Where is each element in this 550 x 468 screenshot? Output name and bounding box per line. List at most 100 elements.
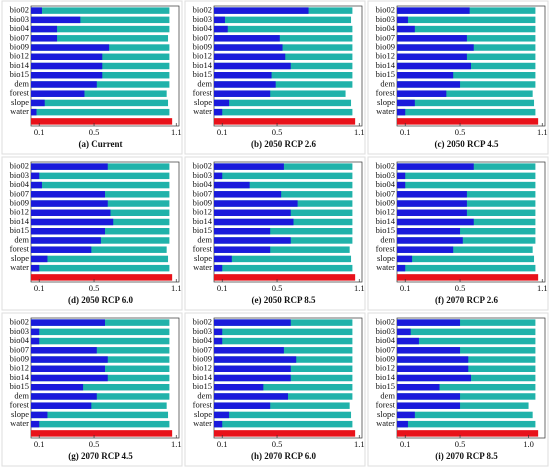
bar — [397, 393, 461, 400]
bar — [397, 319, 536, 326]
bar — [397, 90, 533, 97]
bar — [214, 81, 276, 88]
bar — [397, 356, 469, 363]
bar — [31, 53, 103, 60]
bar — [214, 209, 291, 216]
panel-caption: (d) 2050 RCP 6.0 — [68, 295, 133, 305]
bar — [214, 264, 353, 272]
bar — [214, 218, 294, 226]
y-tick-label: bio14 — [193, 372, 213, 382]
bar — [31, 181, 170, 189]
bar — [214, 237, 291, 244]
bar — [397, 99, 535, 107]
y-tick-label: forest — [376, 400, 396, 410]
y-tick-label: bio14 — [193, 60, 213, 70]
y-tick-label: forest — [193, 244, 213, 254]
x-tick-label: 0.5 — [455, 127, 466, 137]
bar — [31, 35, 169, 42]
bar — [31, 430, 173, 437]
bar — [31, 264, 170, 272]
bar — [397, 108, 406, 116]
bar — [397, 237, 463, 244]
y-tick-label: bio09 — [193, 353, 212, 363]
y-tick-label: forest — [10, 400, 30, 410]
y-tick-label: slope — [377, 409, 395, 419]
bar — [31, 411, 48, 419]
bar — [397, 53, 467, 60]
bar — [397, 62, 471, 70]
bar — [31, 16, 81, 24]
bar — [397, 337, 419, 345]
x-tick-label: 0.5 — [272, 127, 283, 137]
panel-frame — [184, 156, 366, 311]
x-tick-label: 0.1 — [217, 283, 228, 293]
panel-caption: (a) Current — [78, 139, 122, 149]
bar — [397, 319, 461, 326]
bar — [397, 228, 461, 235]
y-tick-label: slope — [11, 253, 29, 263]
bar — [397, 200, 467, 207]
bar — [31, 90, 85, 97]
y-tick-label: water — [10, 262, 29, 272]
y-tick-label: slope — [377, 253, 395, 263]
bar — [397, 264, 406, 272]
bar — [214, 430, 356, 437]
y-tick-label: bio04 — [193, 23, 213, 33]
bar — [214, 228, 353, 235]
bar — [214, 191, 282, 198]
bar — [214, 53, 286, 60]
bar — [397, 108, 536, 116]
panel-caption: (g) 2070 RCP 4.5 — [68, 451, 133, 461]
bar — [397, 347, 461, 354]
bar — [214, 191, 353, 198]
bar — [397, 328, 411, 336]
bar — [214, 328, 223, 336]
y-tick-label: bio07 — [10, 32, 29, 42]
bar — [214, 264, 223, 272]
y-tick-label: bio15 — [193, 225, 212, 235]
y-tick-label: bio09 — [193, 197, 212, 207]
y-tick-label: bio03 — [10, 170, 29, 180]
panel-frame — [367, 156, 549, 311]
x-tick-label: 0.5 — [89, 127, 100, 137]
y-tick-label: forest — [10, 88, 30, 98]
bar — [397, 72, 536, 79]
bar — [31, 72, 103, 79]
panel-caption: (b) 2050 RCP 2.6 — [251, 139, 316, 149]
bar — [214, 393, 288, 400]
bar — [214, 228, 271, 235]
bar — [397, 430, 539, 437]
bar — [214, 90, 271, 97]
y-tick-label: bio03 — [376, 170, 395, 180]
y-tick-label: bio12 — [10, 207, 29, 217]
bar — [397, 181, 536, 189]
bar — [214, 35, 353, 42]
bar — [31, 163, 108, 170]
bar — [31, 172, 40, 180]
bar — [397, 72, 454, 79]
y-tick-label: bio02 — [10, 317, 29, 327]
bar — [31, 25, 58, 33]
y-tick-label: bio07 — [193, 344, 212, 354]
bar — [214, 420, 353, 428]
bar — [397, 384, 536, 391]
bar — [31, 200, 108, 207]
bar — [397, 218, 474, 226]
y-tick-label: bio12 — [10, 363, 29, 373]
x-tick-label: 1.1 — [354, 127, 365, 137]
bar — [214, 181, 250, 189]
y-tick-label: dem — [197, 78, 212, 88]
y-tick-label: bio02 — [376, 317, 395, 327]
x-tick-label: 0.1 — [217, 439, 228, 449]
y-tick-label: water — [10, 106, 29, 116]
bar — [397, 255, 535, 263]
bar — [31, 191, 105, 198]
y-tick-label: forest — [193, 400, 213, 410]
bar — [397, 16, 536, 24]
bar — [397, 384, 440, 391]
x-tick-label: 1.0 — [523, 439, 534, 449]
y-tick-label: bio09 — [376, 41, 395, 51]
bar — [31, 7, 42, 14]
y-tick-label: water — [376, 418, 395, 428]
bar — [31, 402, 167, 409]
